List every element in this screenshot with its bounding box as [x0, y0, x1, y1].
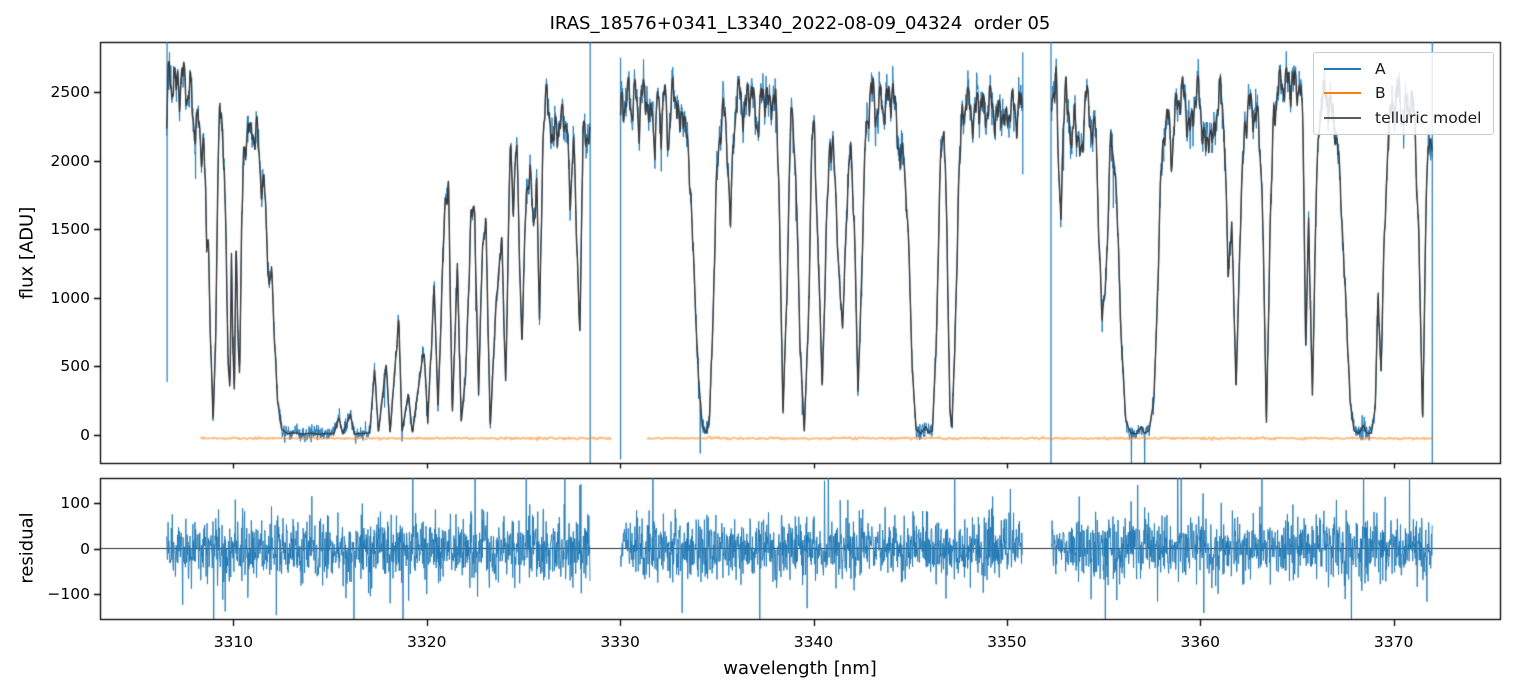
residual-tick-label-2: 100: [60, 494, 90, 513]
x-tick-label-3310: 3310: [213, 633, 254, 651]
legend-line-sample-b-icon: [1324, 92, 1361, 95]
legend-line-sample-a-icon: [1324, 68, 1361, 71]
plot-title: IRAS_18576+0341_L3340_2022-08-09_04324 o…: [549, 13, 1051, 34]
legend-item-b: B: [1324, 84, 1483, 102]
legend-label-b: B: [1375, 84, 1386, 103]
flux-tick-label-1500: 1500: [50, 220, 90, 239]
x-tick-label-3330: 3330: [600, 633, 640, 651]
flux-tick-label-1000: 1000: [50, 288, 90, 307]
x-tick-label-3350: 3350: [987, 633, 1027, 651]
flux-axis-label: flux [ADU]: [16, 206, 38, 300]
legend-item-a: A: [1324, 60, 1483, 78]
legend-label-a: A: [1375, 60, 1386, 79]
residual-tick-label-1: 0: [80, 539, 90, 558]
flux-tick-label-2000: 2000: [50, 151, 90, 170]
wavelength-axis-label: wavelength [nm]: [723, 658, 877, 679]
legend-label-telluric-model: telluric model: [1375, 108, 1482, 127]
x-tick-label-3370: 3370: [1373, 633, 1414, 651]
legend-item-telluric-model: telluric model: [1324, 109, 1483, 127]
x-tick-label-3340: 3340: [793, 633, 834, 651]
legend: A B telluric model: [1313, 52, 1494, 135]
x-tick-label-3360: 3360: [1180, 633, 1220, 651]
flux-tick-label-500: 500: [60, 357, 90, 376]
x-tick-label-3320: 3320: [407, 633, 447, 651]
flux-tick-label-2500: 2500: [50, 83, 90, 102]
legend-line-sample-telluric-icon: [1324, 116, 1361, 119]
residual-axis-label: residual: [16, 512, 38, 584]
residual-tick-label-0: −100: [47, 584, 90, 603]
flux-tick-label-0: 0: [80, 425, 90, 444]
